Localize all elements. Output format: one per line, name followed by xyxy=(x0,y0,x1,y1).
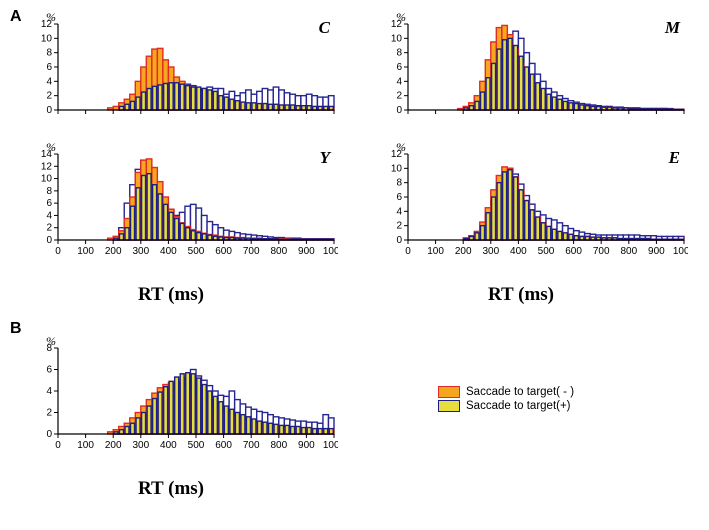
svg-text:4: 4 xyxy=(396,206,402,217)
legend-swatch-pos xyxy=(438,400,460,412)
histogram-svg: 0246801002003004005006007008009001000 xyxy=(28,338,338,458)
svg-text:600: 600 xyxy=(215,440,232,451)
svg-text:1000: 1000 xyxy=(323,246,338,257)
svg-text:10: 10 xyxy=(391,163,403,174)
y-unit-e: % xyxy=(396,140,406,155)
svg-text:500: 500 xyxy=(188,440,205,451)
subplot-e: % E 024681012010020030040050060070080090… xyxy=(378,144,688,264)
panel-label-b: B xyxy=(10,320,22,338)
histogram-svg: 024681012 xyxy=(28,14,338,134)
legend-item-neg: Saccade to target( - ) xyxy=(438,386,574,398)
svg-text:10: 10 xyxy=(41,33,53,44)
svg-text:0: 0 xyxy=(405,246,411,257)
subplot-y: % Y 024681012140100200300400500600700800… xyxy=(28,144,338,264)
svg-text:800: 800 xyxy=(270,440,287,451)
x-title-left: RT (ms) xyxy=(138,284,204,306)
svg-text:100: 100 xyxy=(77,246,94,257)
legend-swatch-neg xyxy=(438,386,460,398)
svg-text:400: 400 xyxy=(510,246,527,257)
axes: 0246810120100200300400500600700800900100… xyxy=(391,149,688,257)
svg-text:12: 12 xyxy=(41,161,53,172)
svg-text:700: 700 xyxy=(243,440,260,451)
svg-text:10: 10 xyxy=(41,174,53,185)
svg-text:8: 8 xyxy=(396,48,402,59)
y-unit-c: % xyxy=(46,10,56,25)
svg-text:0: 0 xyxy=(46,105,52,116)
svg-text:200: 200 xyxy=(455,246,472,257)
svg-text:2: 2 xyxy=(396,91,402,102)
svg-text:0: 0 xyxy=(396,105,402,116)
subplot-b: % 0246801002003004005006007008009001000 xyxy=(28,338,338,458)
svg-text:400: 400 xyxy=(160,440,177,451)
svg-text:800: 800 xyxy=(270,246,287,257)
svg-text:300: 300 xyxy=(132,246,149,257)
y-unit-m: % xyxy=(396,10,406,25)
svg-text:6: 6 xyxy=(396,62,402,73)
svg-text:200: 200 xyxy=(105,440,122,451)
svg-text:100: 100 xyxy=(427,246,444,257)
svg-text:700: 700 xyxy=(243,246,260,257)
histogram-svg: 0246810120100200300400500600700800900100… xyxy=(378,144,688,264)
histogram-svg: 0246810121401002003004005006007008009001… xyxy=(28,144,338,264)
subplot-tag-m: M xyxy=(665,18,680,38)
subplot-tag-e: E xyxy=(669,148,680,168)
svg-text:900: 900 xyxy=(648,246,665,257)
svg-text:4: 4 xyxy=(396,76,402,87)
subplot-c: % C 024681012 xyxy=(28,14,338,134)
panel-label-a: A xyxy=(10,8,22,26)
x-title-right: RT (ms) xyxy=(488,284,554,306)
svg-text:4: 4 xyxy=(46,210,52,221)
svg-text:8: 8 xyxy=(396,178,402,189)
svg-text:800: 800 xyxy=(620,246,637,257)
svg-text:1000: 1000 xyxy=(323,440,338,451)
svg-text:2: 2 xyxy=(46,91,52,102)
svg-text:4: 4 xyxy=(46,386,52,397)
svg-text:2: 2 xyxy=(46,408,52,419)
svg-text:0: 0 xyxy=(55,246,61,257)
svg-text:600: 600 xyxy=(215,246,232,257)
svg-text:900: 900 xyxy=(298,440,315,451)
svg-text:300: 300 xyxy=(482,246,499,257)
legend-label-neg: Saccade to target( - ) xyxy=(466,386,574,398)
svg-text:6: 6 xyxy=(46,62,52,73)
svg-text:0: 0 xyxy=(46,235,52,246)
svg-text:6: 6 xyxy=(46,198,52,209)
series-pos xyxy=(464,38,683,110)
svg-text:100: 100 xyxy=(77,440,94,451)
figure: A % C 024681012 % M 024681012 % Y 024681… xyxy=(8,8,701,522)
svg-text:300: 300 xyxy=(132,440,149,451)
svg-text:0: 0 xyxy=(55,440,61,451)
svg-text:400: 400 xyxy=(160,246,177,257)
svg-text:1000: 1000 xyxy=(673,246,688,257)
legend: Saccade to target( - ) Saccade to target… xyxy=(438,386,574,414)
legend-item-pos: Saccade to target(+) xyxy=(438,400,574,412)
svg-text:2: 2 xyxy=(46,223,52,234)
svg-text:700: 700 xyxy=(593,246,610,257)
x-title-b: RT (ms) xyxy=(138,478,204,500)
y-unit-y: % xyxy=(46,140,56,155)
svg-text:500: 500 xyxy=(188,246,205,257)
y-unit-b: % xyxy=(46,334,56,349)
svg-text:2: 2 xyxy=(396,221,402,232)
svg-text:8: 8 xyxy=(46,186,52,197)
svg-text:10: 10 xyxy=(391,33,403,44)
svg-text:6: 6 xyxy=(396,192,402,203)
svg-text:200: 200 xyxy=(105,246,122,257)
svg-text:4: 4 xyxy=(46,76,52,87)
subplot-m: % M 024681012 xyxy=(378,14,688,134)
svg-text:0: 0 xyxy=(46,429,52,440)
legend-label-pos: Saccade to target(+) xyxy=(466,400,571,412)
subplot-tag-c: C xyxy=(319,18,330,38)
subplot-tag-y: Y xyxy=(320,148,330,168)
svg-text:900: 900 xyxy=(298,246,315,257)
svg-text:8: 8 xyxy=(46,48,52,59)
svg-text:500: 500 xyxy=(538,246,555,257)
svg-text:0: 0 xyxy=(396,235,402,246)
axes: 0246810121401002003004005006007008009001… xyxy=(41,149,338,257)
svg-text:600: 600 xyxy=(565,246,582,257)
histogram-svg: 024681012 xyxy=(378,14,688,134)
svg-text:6: 6 xyxy=(46,365,52,376)
